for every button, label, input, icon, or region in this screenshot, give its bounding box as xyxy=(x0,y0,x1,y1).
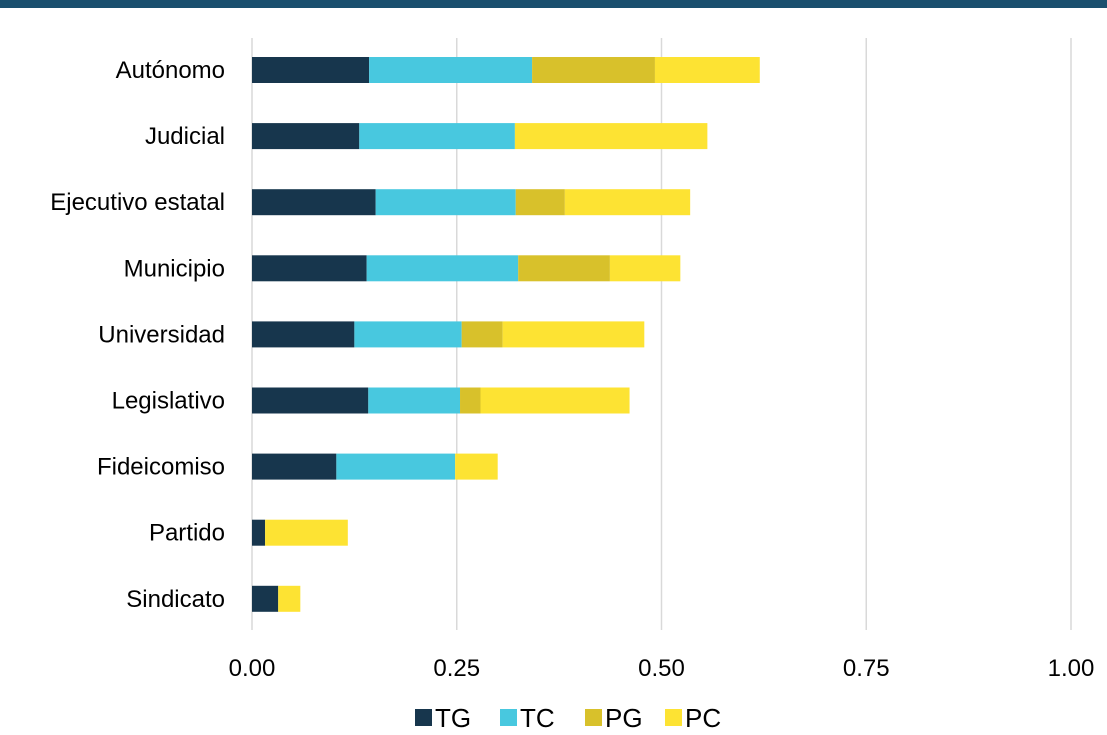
category-label: Partido xyxy=(149,520,225,547)
bar-segment-pc xyxy=(480,387,630,414)
top-accent-bar xyxy=(0,0,1107,8)
bar-segment-tg xyxy=(252,453,337,480)
x-tick-label: 0.00 xyxy=(229,655,276,682)
category-label: Judicial xyxy=(145,123,225,150)
bar-segment-tg xyxy=(252,387,369,414)
bars xyxy=(252,57,760,612)
legend-label-tg: TG xyxy=(435,703,471,733)
bar-segment-pc xyxy=(514,123,708,150)
bar-segment-tc xyxy=(368,387,461,414)
bar-segment-tg xyxy=(252,321,355,348)
bar-segment-tc xyxy=(366,255,519,282)
bar-segment-tc xyxy=(369,57,533,83)
bar-segment-pc xyxy=(265,519,348,546)
x-tick-label: 0.50 xyxy=(638,655,685,682)
legend-swatch-tc xyxy=(500,709,517,726)
bar-segment-tg xyxy=(252,189,376,216)
legend-label-pg: PG xyxy=(605,703,643,733)
bar-segment-tg xyxy=(252,57,370,83)
x-tick-label: 0.75 xyxy=(843,655,890,682)
bar-segment-tc xyxy=(354,321,462,348)
category-label: Municipio xyxy=(124,255,225,282)
legend-swatch-pg xyxy=(585,709,602,726)
bar-segment-pc xyxy=(564,189,691,216)
bar-segment-pc xyxy=(455,453,498,480)
x-tick-label: 0.25 xyxy=(433,655,480,682)
category-labels: Autónomo Judicial Ejecutivo estatal Municip… xyxy=(50,57,225,613)
bar-segment-pc xyxy=(609,255,681,282)
legend-swatch-pc xyxy=(665,709,682,726)
bar-segment-tc xyxy=(359,123,515,150)
bar-segment-pc xyxy=(502,321,645,348)
category-label: Fideicomiso xyxy=(97,454,225,481)
bar-segment-pc xyxy=(278,585,301,612)
bar-segment-tc xyxy=(375,189,516,216)
bar-segment-tg xyxy=(252,519,266,546)
bar-segment-pc xyxy=(654,57,760,83)
bar-segment-pg xyxy=(461,321,503,348)
bar-segment-tc xyxy=(336,453,456,480)
bar-segment-tg xyxy=(252,123,360,150)
x-tick-label: 1.00 xyxy=(1048,655,1095,682)
x-tick-labels: 0.00 0.25 0.50 0.75 1.00 xyxy=(229,655,1095,682)
category-label: Autónomo xyxy=(116,57,225,84)
legend: TG TC PG PC xyxy=(415,703,721,733)
bar-segment-pg xyxy=(460,387,481,414)
bar-segment-tg xyxy=(252,585,279,612)
legend-label-tc: TC xyxy=(520,703,555,733)
bar-segment-pg xyxy=(532,57,655,83)
legend-label-pc: PC xyxy=(685,703,721,733)
bar-segment-pg xyxy=(518,255,610,282)
category-label: Ejecutivo estatal xyxy=(50,189,225,216)
category-label: Legislativo xyxy=(112,388,225,415)
category-label: Universidad xyxy=(98,321,225,348)
bar-segment-pg xyxy=(515,189,565,216)
category-label: Sindicato xyxy=(126,586,225,613)
legend-swatch-tg xyxy=(415,709,432,726)
bar-segment-tg xyxy=(252,255,367,282)
